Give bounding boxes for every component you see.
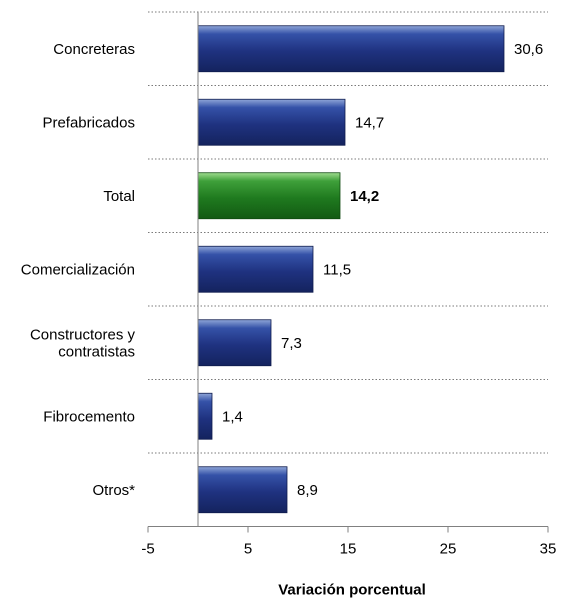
category-label: Prefabricados	[42, 114, 135, 131]
bar-otros	[197, 466, 288, 514]
bar-constructores-y-contratistas	[197, 319, 272, 367]
value-label: 1,4	[222, 408, 243, 425]
category-label: Concreteras	[53, 41, 135, 58]
value-label: 30,6	[514, 41, 543, 58]
category-label: Otros*	[92, 482, 135, 499]
x-axis-title: Variación porcentual	[278, 582, 426, 599]
value-label: 8,9	[297, 482, 318, 499]
value-label: 7,3	[281, 335, 302, 352]
value-label: 11,5	[323, 261, 351, 278]
x-tick-label: 35	[540, 541, 557, 558]
x-tick-label: 15	[340, 541, 357, 558]
bar-comercializacion	[197, 245, 314, 293]
x-tick-label: 25	[440, 541, 457, 558]
x-tick-label: 5	[244, 541, 252, 558]
x-tick-label: -5	[141, 541, 154, 558]
category-label: Fibrocemento	[43, 408, 135, 425]
value-label: 14,7	[355, 114, 384, 131]
value-label: 14,2	[350, 188, 379, 205]
category-label: Constructores y contratistas	[30, 326, 136, 360]
category-label: Comercialización	[21, 261, 135, 278]
category-label: Total	[103, 188, 135, 205]
bar-prefabricados	[197, 98, 346, 146]
bar-total	[197, 172, 341, 220]
bar-concreteras	[197, 25, 505, 73]
bar-fibrocemento	[197, 392, 213, 440]
